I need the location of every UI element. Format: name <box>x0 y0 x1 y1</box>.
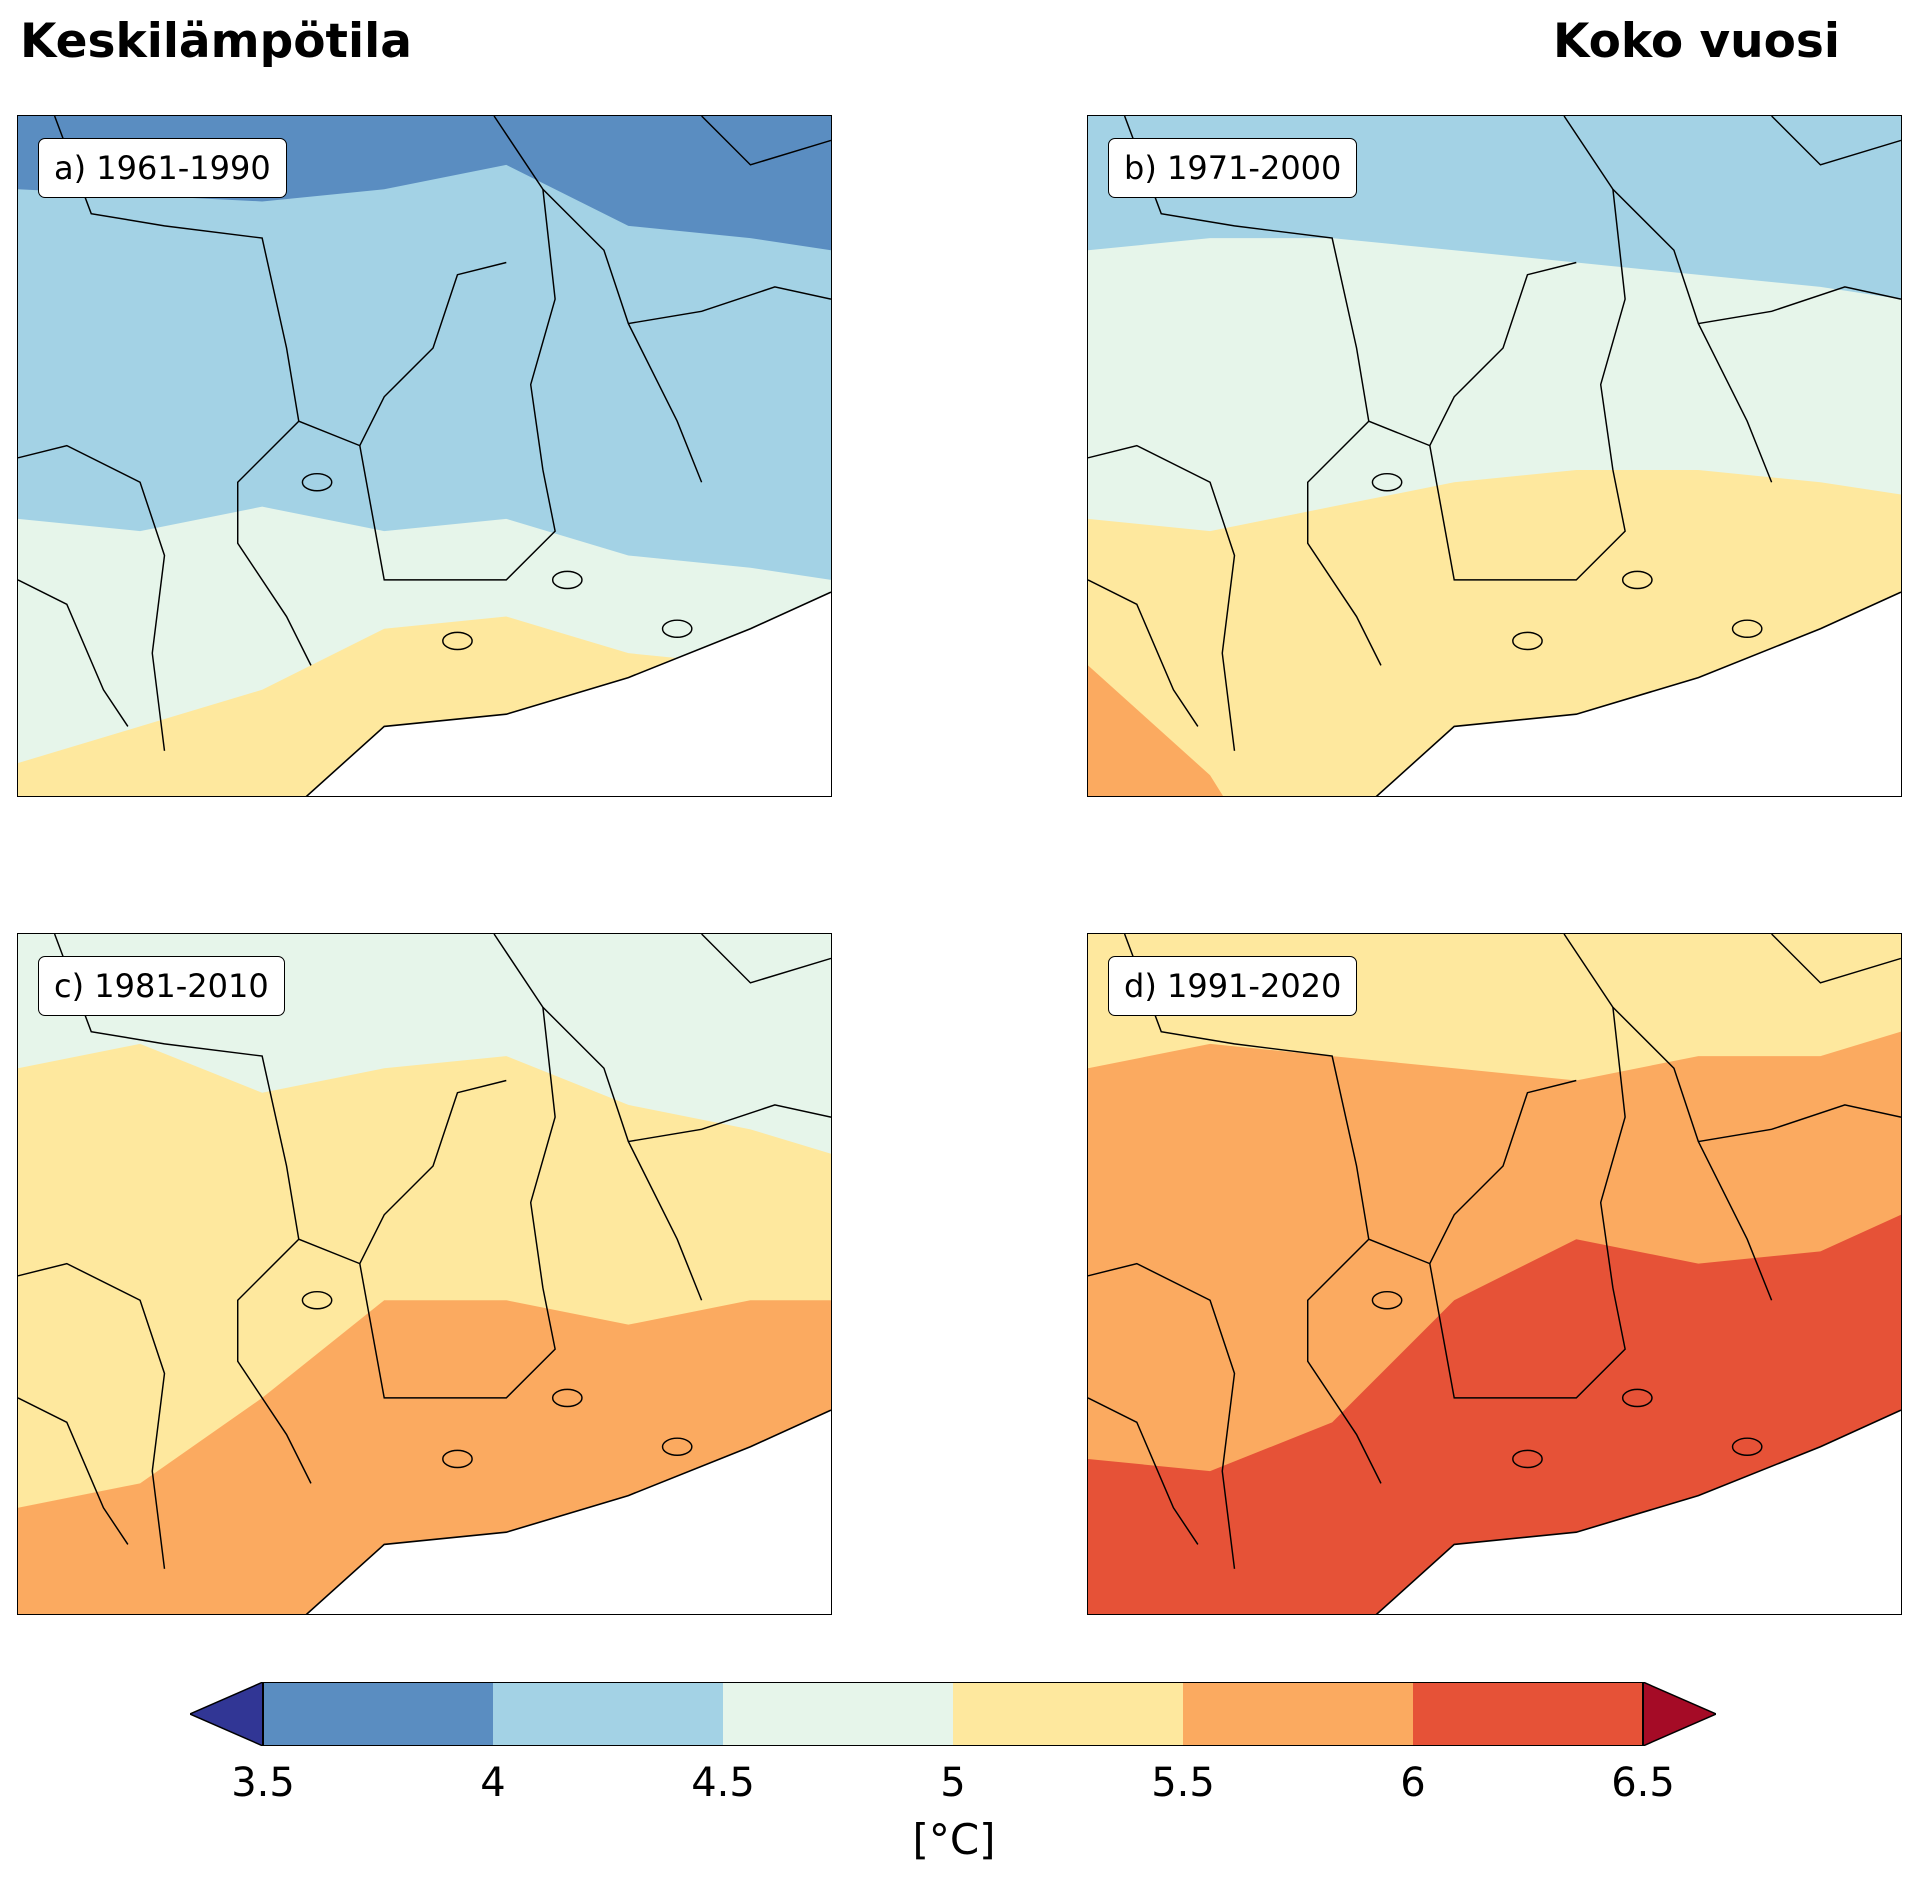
municipal-border <box>1698 286 1901 325</box>
colorbar-tick-label: 4.5 <box>691 1760 755 1806</box>
municipal-border <box>1088 444 1236 751</box>
municipal-border <box>1563 116 1773 483</box>
island-outline <box>661 619 693 639</box>
sea-area <box>1088 592 1901 796</box>
colorbar-segment <box>263 1682 494 1746</box>
panel-label: c) 1981-2010 <box>38 956 285 1016</box>
panel-label: b) 1971-2000 <box>1108 138 1358 198</box>
municipal-border <box>1698 1104 1901 1143</box>
colorbar-tick-label: 5.5 <box>1151 1760 1215 1806</box>
municipal-border <box>1429 1263 1626 1399</box>
colorbar-segment <box>723 1682 954 1746</box>
municipal-border <box>18 1262 166 1569</box>
coastline <box>305 1409 831 1614</box>
municipal-border <box>1123 934 1577 1265</box>
municipal-border <box>236 420 312 666</box>
island-outline <box>1731 1437 1763 1457</box>
colorbar-frame <box>262 1682 1644 1746</box>
municipal-border <box>359 1263 556 1399</box>
municipal-border <box>1771 116 1901 166</box>
island-outline <box>442 1449 473 1469</box>
island-outline <box>551 570 583 590</box>
sea-area <box>1088 1410 1901 1614</box>
municipal-border <box>493 116 703 483</box>
municipal-border <box>628 1104 831 1143</box>
municipal-border <box>1771 934 1901 984</box>
municipal-border <box>1088 1397 1199 1545</box>
colorbar-tick-label: 5 <box>940 1760 966 1806</box>
map-panel-b: b) 1971-2000 <box>1087 115 1902 797</box>
island-outline <box>301 472 333 492</box>
sea-area <box>18 592 831 796</box>
colorbar-segment <box>1413 1682 1644 1746</box>
municipal-border <box>53 116 507 447</box>
temperature-map <box>18 116 831 796</box>
map-panel-a: a) 1961-1990 <box>17 115 832 797</box>
municipal-border <box>18 579 129 727</box>
coastline <box>1375 591 1901 796</box>
island-outline <box>661 1437 693 1457</box>
municipal-border <box>236 1238 312 1484</box>
island-outline <box>1621 1388 1653 1408</box>
municipal-border <box>18 444 166 751</box>
municipal-border <box>1429 445 1626 581</box>
temperature-band <box>1088 665 1901 796</box>
island-outline <box>1371 472 1403 492</box>
island-outline <box>301 1290 333 1310</box>
municipal-border <box>628 286 831 325</box>
municipal-border <box>1088 1262 1236 1569</box>
island-outline <box>442 631 473 651</box>
municipal-border <box>1563 934 1773 1301</box>
colorbar-tick-label: 6 <box>1400 1760 1426 1806</box>
municipal-border <box>1306 420 1382 666</box>
municipal-border <box>701 934 831 984</box>
municipal-border <box>53 934 507 1265</box>
municipal-border <box>1599 1007 1626 1289</box>
colorbar-segment <box>1183 1682 1414 1746</box>
colorbar-tick-label: 4 <box>480 1760 506 1806</box>
municipal-border <box>1088 579 1199 727</box>
temperature-map <box>1088 934 1901 1614</box>
island-outline <box>1512 1449 1543 1469</box>
colorbar-tick-label: 6.5 <box>1611 1760 1675 1806</box>
colorbar-extend-high <box>1642 1682 1716 1746</box>
temperature-map <box>1088 116 1901 796</box>
colorbar-segment <box>953 1682 1184 1746</box>
colorbar-segment <box>493 1682 724 1746</box>
island-outline <box>551 1388 583 1408</box>
sea-area <box>18 1410 831 1614</box>
island-outline <box>1731 619 1763 639</box>
map-panel-c: c) 1981-2010 <box>17 933 832 1615</box>
temperature-map <box>18 934 831 1614</box>
colorbar-extend-low <box>190 1682 264 1746</box>
colorbar-unit-label: [°C] <box>912 1815 996 1864</box>
municipal-border <box>493 934 703 1301</box>
season-title: Koko vuosi <box>1552 14 1840 69</box>
municipal-border <box>1306 1238 1382 1484</box>
island-outline <box>1512 631 1543 651</box>
municipal-border <box>18 1397 129 1545</box>
municipal-border <box>701 116 831 166</box>
coastline <box>1375 1409 1901 1614</box>
municipal-border <box>359 445 556 581</box>
island-outline <box>1621 570 1653 590</box>
island-outline <box>1371 1290 1403 1310</box>
colorbar-tick-label: 3.5 <box>231 1760 295 1806</box>
colorbar <box>190 1682 1716 1746</box>
map-panel-d: d) 1991-2020 <box>1087 933 1902 1615</box>
panel-label: a) 1961-1990 <box>38 138 287 198</box>
municipal-border <box>529 189 556 471</box>
panel-label: d) 1991-2020 <box>1108 956 1358 1016</box>
municipal-border <box>1599 189 1626 471</box>
coastline <box>305 591 831 796</box>
municipal-border <box>529 1007 556 1289</box>
figure-title: Keskilämpötila <box>20 14 412 69</box>
